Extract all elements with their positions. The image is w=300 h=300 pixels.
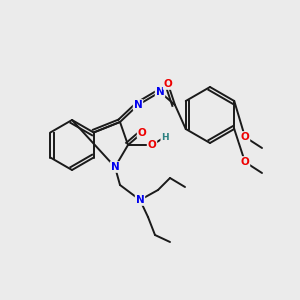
Text: N: N xyxy=(156,87,164,97)
Text: N: N xyxy=(111,162,119,172)
Text: O: O xyxy=(164,79,172,89)
Text: O: O xyxy=(241,157,249,167)
Text: O: O xyxy=(138,128,146,138)
Text: N: N xyxy=(134,100,142,110)
Text: O: O xyxy=(148,140,156,150)
Text: H: H xyxy=(161,133,169,142)
Text: N: N xyxy=(136,195,144,205)
Text: O: O xyxy=(241,132,249,142)
